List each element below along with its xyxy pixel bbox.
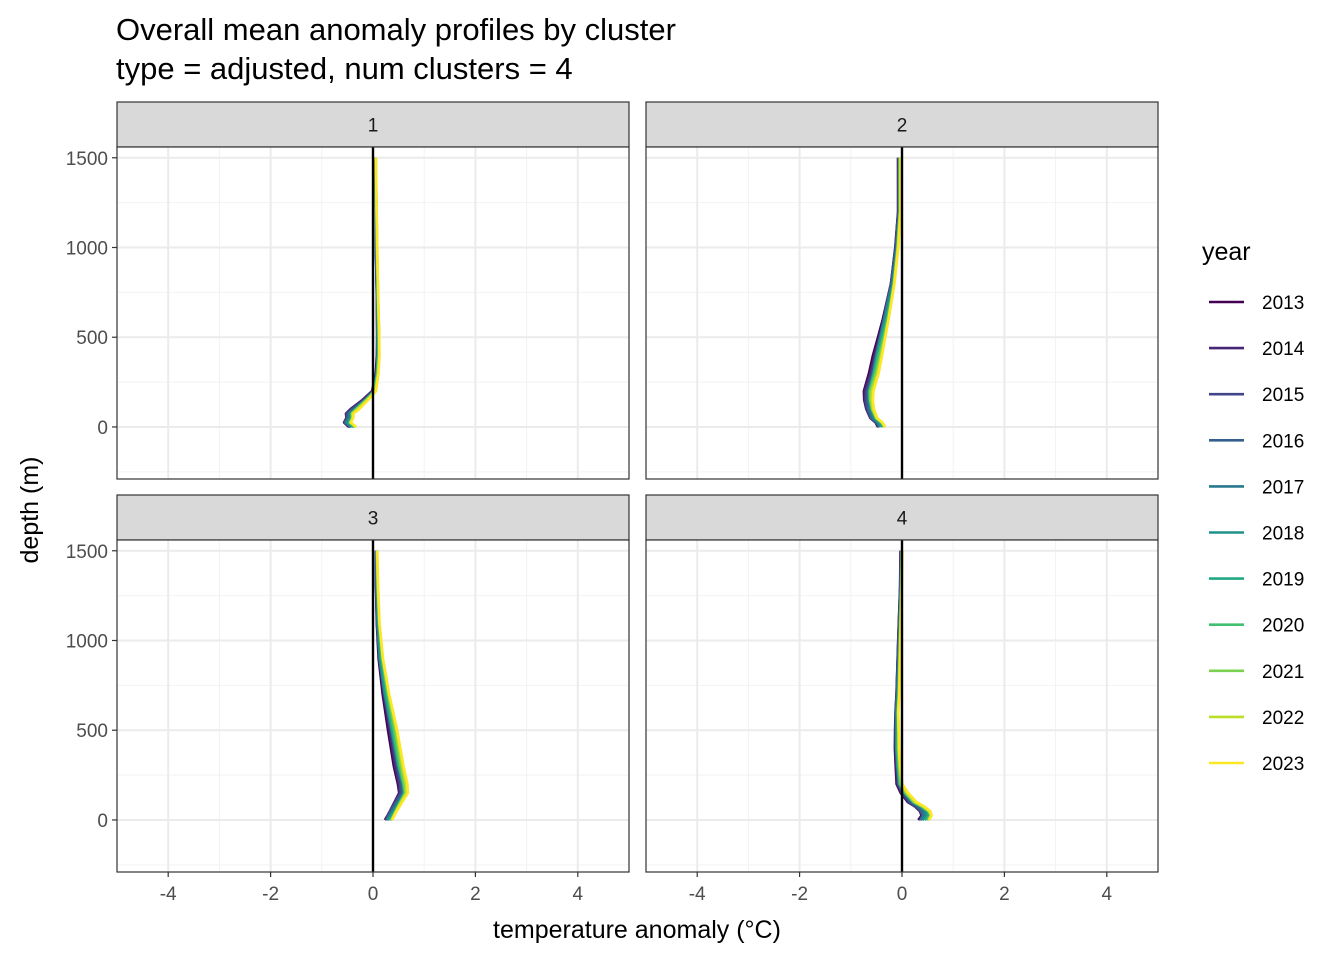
legend-label-2015: 2015 xyxy=(1262,385,1304,406)
chart-subtitle: type = adjusted, num clusters = 4 xyxy=(116,51,573,86)
facet-strip xyxy=(645,494,1159,541)
profile-line-2023 xyxy=(349,157,381,429)
legend-label-2021: 2021 xyxy=(1262,662,1304,683)
x-tick-label: 4 xyxy=(1102,884,1113,905)
legend-title: year xyxy=(1202,238,1251,266)
facet-strip-label: 3 xyxy=(368,509,379,530)
x-tick-label: -4 xyxy=(160,884,177,905)
y-tick-label: 500 xyxy=(76,721,108,742)
x-tick-label: -2 xyxy=(791,884,808,905)
y-axis-title: depth (m) xyxy=(16,457,44,564)
x-tick-label: -2 xyxy=(262,884,279,905)
profile-line-2023 xyxy=(376,550,410,821)
facet-panel-3: 3 0 500 1000 1500 -4 -2 0 2 4 xyxy=(66,494,630,905)
x-tick-label: 0 xyxy=(368,884,379,905)
legend-label-2022: 2022 xyxy=(1262,708,1304,729)
facet-panel-2: 2 xyxy=(645,101,1159,480)
profile-line-2023 xyxy=(871,157,903,428)
legend-label-2014: 2014 xyxy=(1262,339,1305,360)
legend-label-2016: 2016 xyxy=(1262,431,1304,452)
panel-border xyxy=(645,146,1159,480)
x-tick-label: 2 xyxy=(470,884,481,905)
y-tick-label: 1000 xyxy=(66,238,108,259)
facet-strip-label: 2 xyxy=(897,116,908,137)
legend-label-2023: 2023 xyxy=(1262,754,1304,775)
facet-panels: 1 0 500 1000 1500 2 3 0 500 1000 1500 -4 -2 0 2 4 4 -4 -2 0… xyxy=(66,101,1159,905)
panel-border xyxy=(116,146,630,480)
y-tick-label: 0 xyxy=(97,418,108,439)
facet-panel-1: 1 0 500 1000 1500 xyxy=(66,101,630,480)
y-tick-label: 0 xyxy=(97,811,108,832)
y-tick-label: 1500 xyxy=(66,542,108,563)
legend: year 2013 2014 2015 2016 2017 2018 2019 2020 202… xyxy=(1202,238,1305,775)
x-tick-label: -4 xyxy=(689,884,706,905)
x-tick-label: 4 xyxy=(573,884,584,905)
legend-label-2013: 2013 xyxy=(1262,293,1304,314)
legend-label-2017: 2017 xyxy=(1262,477,1304,498)
chart-title: Overall mean anomaly profiles by cluster xyxy=(116,12,676,47)
facet-strip-label: 1 xyxy=(368,116,379,137)
x-tick-label: 0 xyxy=(897,884,908,905)
profile-line-2023 xyxy=(896,550,934,821)
legend-label-2020: 2020 xyxy=(1262,616,1304,637)
y-tick-label: 1000 xyxy=(66,631,108,652)
legend-label-2018: 2018 xyxy=(1262,524,1304,545)
y-tick-label: 500 xyxy=(76,328,108,349)
legend-label-2019: 2019 xyxy=(1262,570,1304,591)
facet-strip xyxy=(645,101,1159,148)
facet-panel-4: 4 -4 -2 0 2 4 xyxy=(645,494,1159,905)
x-axis-title: temperature anomaly (°C) xyxy=(493,916,781,944)
x-tick-label: 2 xyxy=(999,884,1010,905)
facet-strip-label: 4 xyxy=(897,509,908,530)
facet-strip xyxy=(116,101,630,148)
y-tick-label: 1500 xyxy=(66,149,108,170)
